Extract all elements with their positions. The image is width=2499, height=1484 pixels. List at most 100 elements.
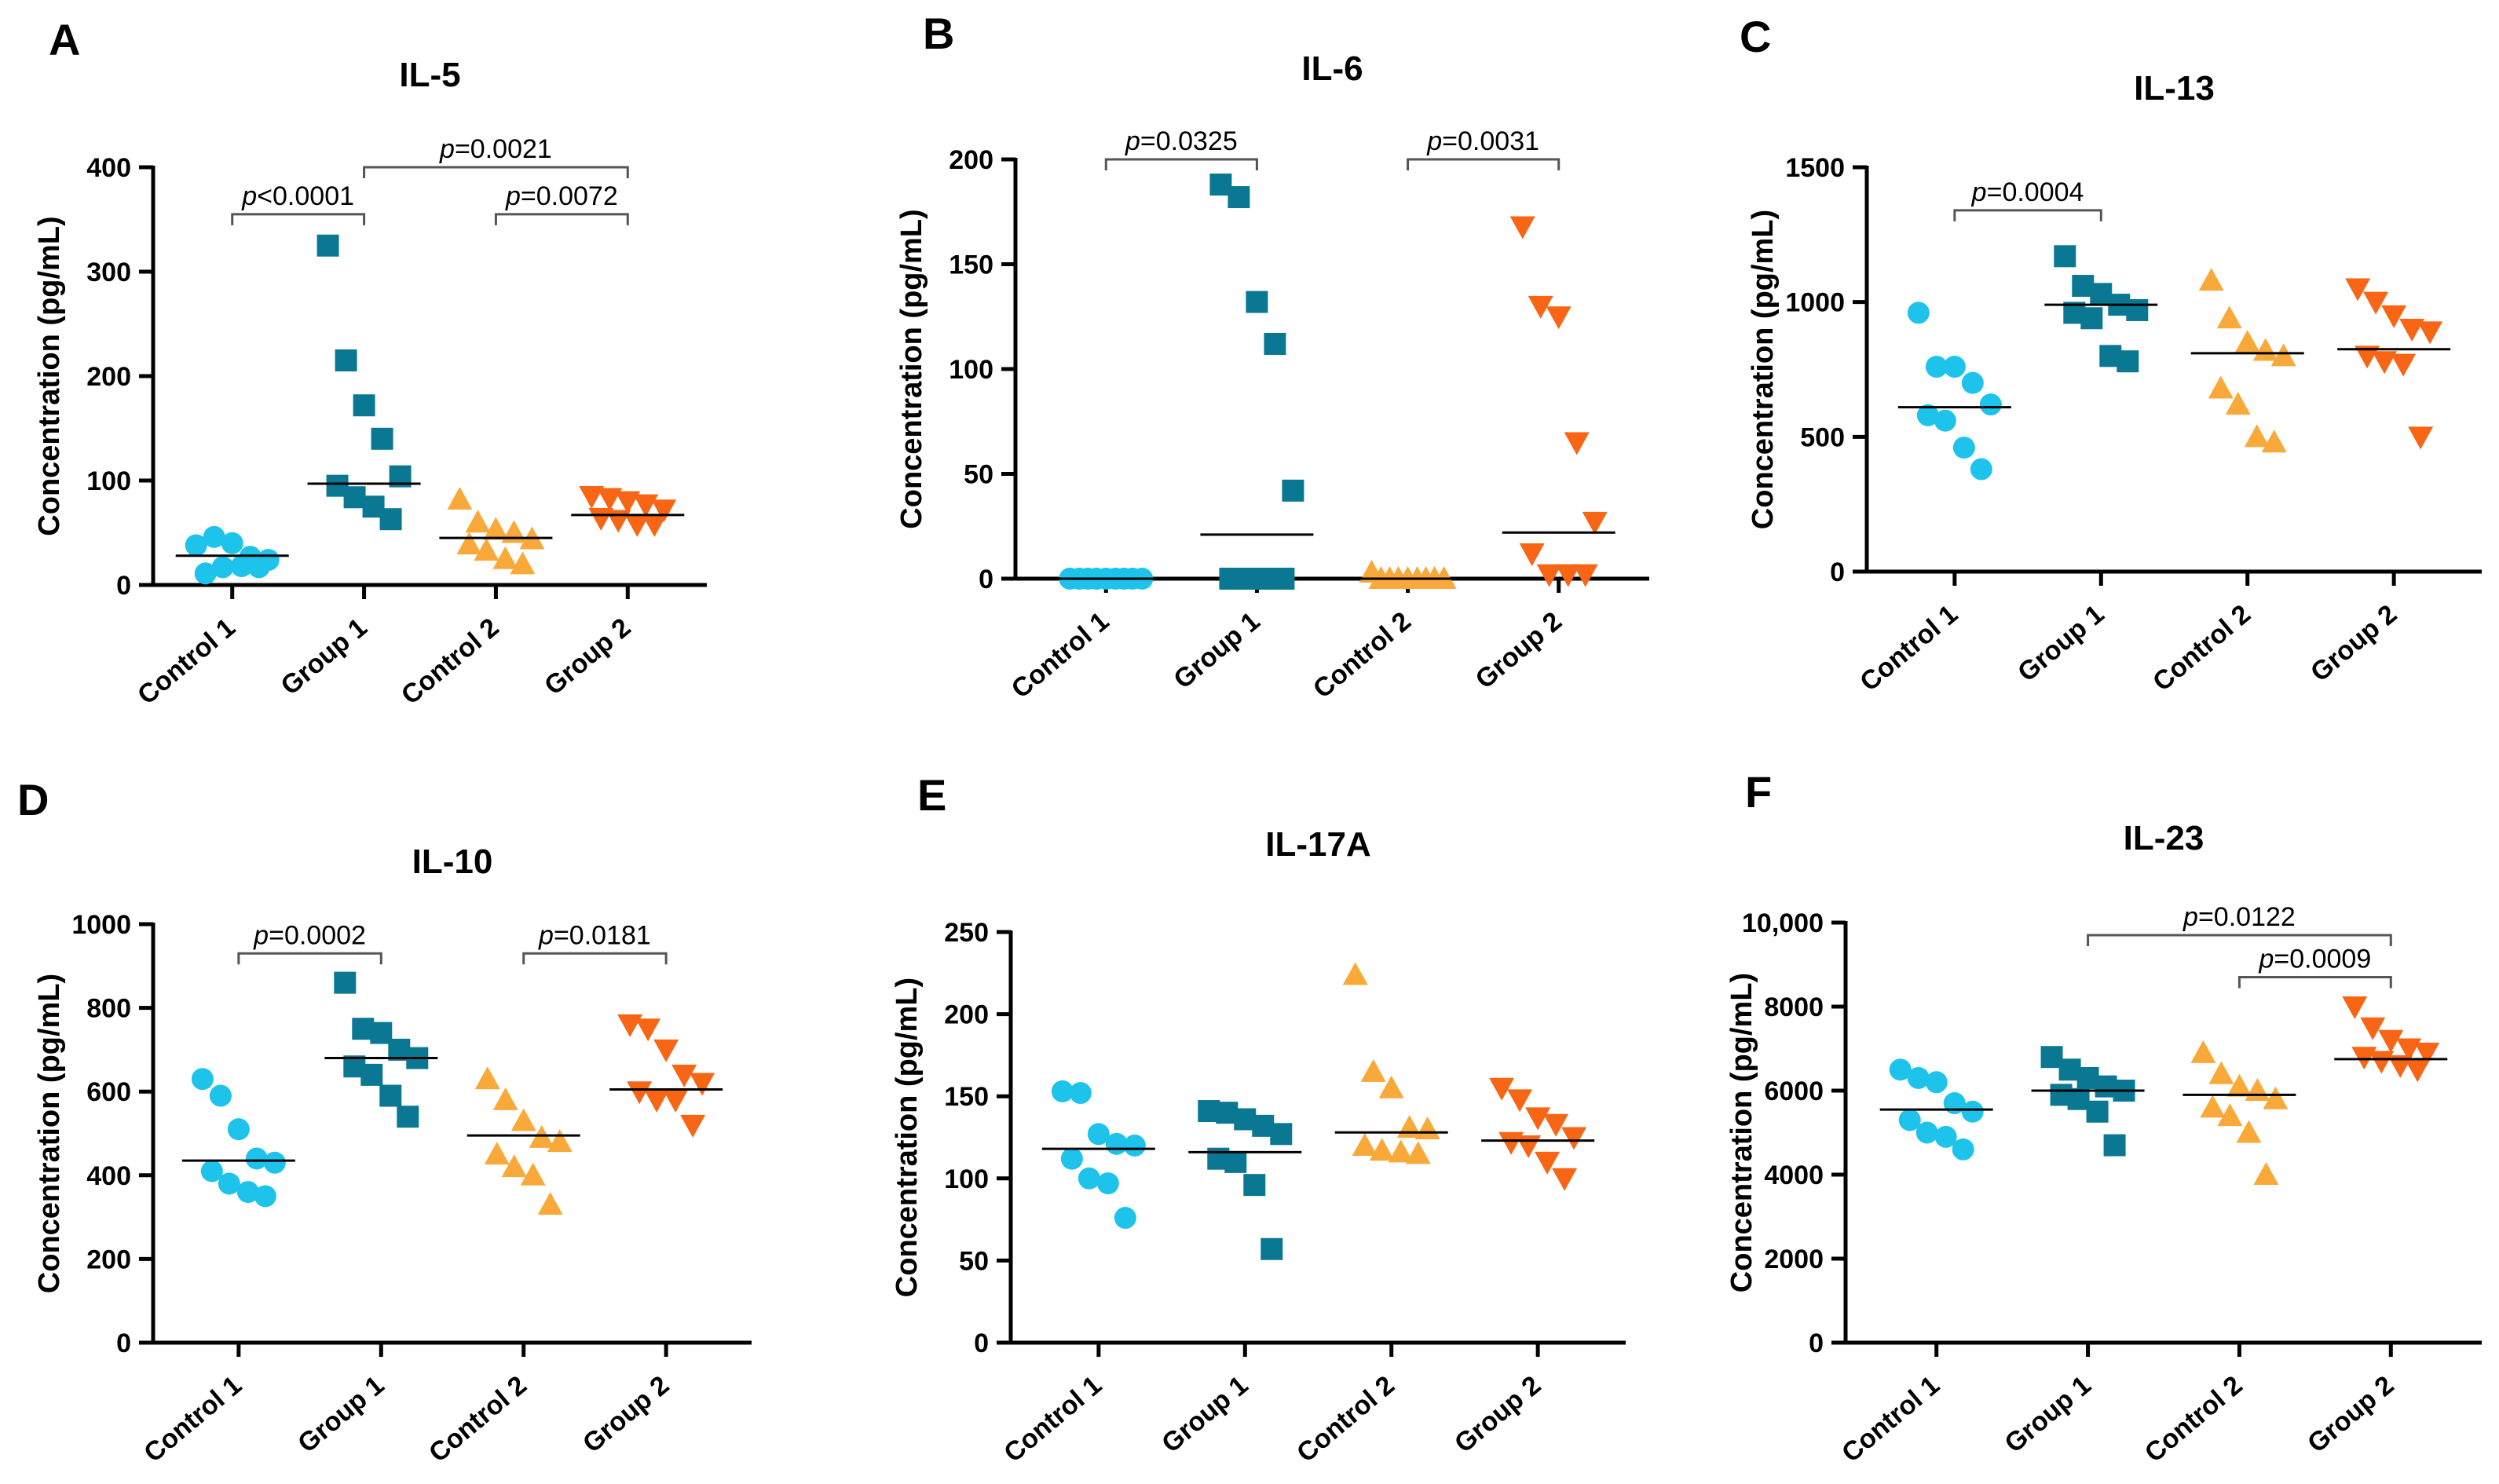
p-symbol: p bbox=[1426, 126, 1442, 156]
data-point bbox=[2234, 330, 2260, 353]
x-tick-label: Control 1 bbox=[998, 1370, 1107, 1468]
x-tick-label: Control 2 bbox=[2139, 1370, 2248, 1468]
panel-letter: D bbox=[17, 775, 49, 824]
y-axis-label: Concentration (pg/mL) bbox=[33, 974, 66, 1293]
x-tick-label: Control 2 bbox=[396, 612, 505, 711]
p-value-label: p=0.0181 bbox=[538, 920, 651, 950]
data-point bbox=[1555, 564, 1581, 587]
y-tick-label: 6000 bbox=[1764, 1076, 1824, 1106]
data-point bbox=[1078, 1167, 1100, 1190]
significance-bracket bbox=[237, 952, 382, 965]
data-point bbox=[1961, 371, 1984, 394]
data-point bbox=[194, 562, 217, 585]
data-point bbox=[1414, 1117, 1440, 1140]
data-point bbox=[1564, 432, 1590, 455]
data-point bbox=[2252, 338, 2278, 361]
data-point bbox=[245, 1147, 268, 1170]
data-point bbox=[2245, 1078, 2270, 1101]
data-point bbox=[1536, 564, 1562, 587]
y-tick-label: 800 bbox=[86, 994, 131, 1024]
data-point bbox=[2360, 1017, 2386, 1040]
data-point bbox=[501, 1154, 527, 1178]
chart-title: IL-6 bbox=[1301, 49, 1363, 88]
data-point bbox=[371, 427, 393, 450]
x-tick-label: Group 2 bbox=[2302, 1370, 2399, 1459]
data-point bbox=[2126, 298, 2149, 321]
data-point bbox=[2244, 424, 2270, 448]
data-point bbox=[1961, 1100, 1984, 1123]
data-point bbox=[1934, 409, 1956, 432]
data-point bbox=[1907, 1066, 1930, 1089]
y-tick-label: 150 bbox=[944, 1082, 989, 1112]
data-point bbox=[1405, 1141, 1431, 1164]
data-point bbox=[353, 394, 375, 417]
p-symbol: p bbox=[1125, 126, 1140, 156]
data-point bbox=[671, 1064, 697, 1087]
significance-bracket bbox=[2237, 976, 2392, 989]
data-point bbox=[1352, 1132, 1378, 1156]
data-point bbox=[447, 486, 473, 510]
data-point bbox=[617, 1014, 643, 1037]
p-value-text: =0.0021 bbox=[455, 134, 552, 164]
p-symbol: p bbox=[1971, 177, 1987, 207]
panel-letter: B bbox=[923, 9, 954, 58]
p-value-label: p=0.0122 bbox=[2183, 902, 2296, 932]
x-tick-label: Control 2 bbox=[1308, 606, 1417, 704]
data-point bbox=[1264, 332, 1286, 355]
data-point bbox=[1270, 1123, 1293, 1146]
x-tick-label: Group 1 bbox=[2012, 599, 2109, 688]
data-point bbox=[334, 971, 357, 994]
x-tick-label: Control 2 bbox=[423, 1370, 532, 1468]
data-point bbox=[501, 520, 527, 543]
data-point bbox=[227, 1118, 250, 1141]
data-point bbox=[2263, 1086, 2289, 1109]
data-point bbox=[2270, 343, 2296, 367]
x-tick-label: Group 1 bbox=[1156, 1370, 1253, 1459]
data-point bbox=[200, 1160, 223, 1182]
y-tick-label: 200 bbox=[86, 1245, 131, 1274]
data-point bbox=[492, 546, 518, 569]
data-point bbox=[211, 556, 234, 579]
x-tick-label: Control 1 bbox=[132, 612, 241, 711]
data-point bbox=[1060, 1147, 1083, 1170]
y-tick-label: 100 bbox=[86, 466, 131, 496]
x-tick-label: Group 1 bbox=[1168, 606, 1265, 695]
data-point bbox=[1916, 404, 1939, 426]
data-point bbox=[2381, 305, 2407, 328]
y-tick-label: 200 bbox=[86, 362, 131, 392]
data-point bbox=[1535, 1151, 1561, 1175]
panel-letter: A bbox=[49, 15, 80, 64]
data-point bbox=[1051, 1080, 1074, 1102]
data-point bbox=[2408, 426, 2434, 450]
data-point bbox=[510, 1108, 536, 1131]
data-point bbox=[633, 494, 659, 517]
data-point bbox=[2208, 1061, 2234, 1084]
data-point bbox=[1979, 393, 2002, 416]
data-point bbox=[579, 485, 605, 509]
data-point bbox=[510, 551, 536, 575]
significance-bracket bbox=[231, 213, 366, 225]
significance-bracket bbox=[494, 213, 629, 225]
data-point bbox=[2369, 1051, 2395, 1074]
p-value-label: p=0.0004 bbox=[1971, 177, 2084, 207]
data-point bbox=[1582, 511, 1608, 535]
data-point bbox=[2391, 353, 2417, 377]
data-point bbox=[2417, 321, 2443, 345]
data-point bbox=[1087, 1123, 1110, 1146]
p-value-label: p=0.0072 bbox=[505, 181, 618, 211]
data-point bbox=[1898, 1109, 1921, 1131]
x-tick-label: Group 2 bbox=[1449, 1370, 1546, 1459]
significance-bracket bbox=[1407, 158, 1561, 170]
p-value-label: p<0.0001 bbox=[241, 181, 354, 211]
data-point bbox=[2225, 392, 2251, 415]
p-value-label: p=0.0031 bbox=[1426, 126, 1539, 156]
data-point bbox=[1561, 1127, 1587, 1150]
y-tick-label: 0 bbox=[1830, 557, 1845, 587]
p-value-text: =0.0325 bbox=[1140, 126, 1238, 156]
data-point bbox=[1243, 1174, 1266, 1197]
data-point bbox=[2378, 1029, 2404, 1053]
data-point bbox=[492, 1087, 518, 1110]
data-point bbox=[1525, 1107, 1551, 1131]
data-point bbox=[663, 1089, 689, 1113]
